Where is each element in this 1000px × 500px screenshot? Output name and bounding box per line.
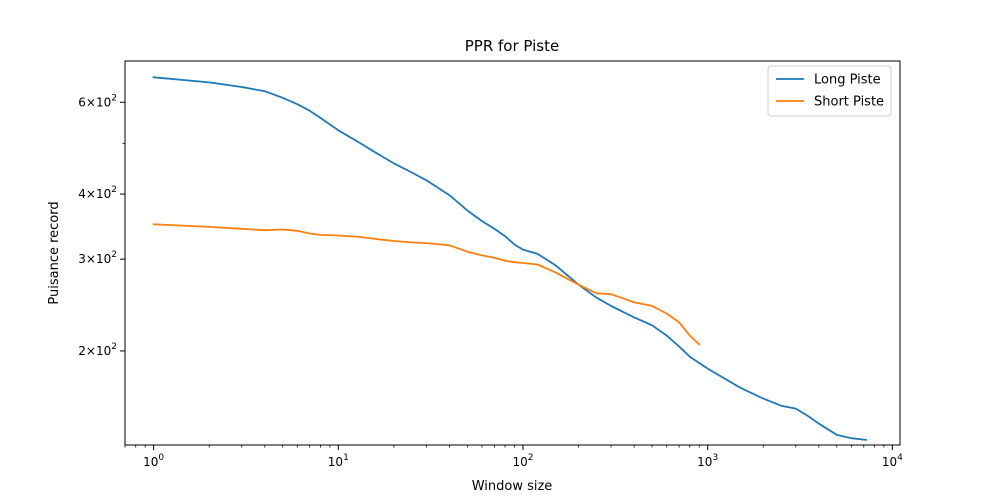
series-layer bbox=[152, 76, 867, 441]
y-tick-label: 2×102 bbox=[78, 342, 117, 358]
series-line-0 bbox=[152, 76, 867, 441]
x-axis-label: Window size bbox=[472, 479, 553, 494]
axes-frame bbox=[124, 60, 901, 446]
x-tick-label: 100 bbox=[143, 453, 164, 469]
x-tick-label: 103 bbox=[697, 453, 718, 469]
legend: Long Piste Short Piste bbox=[767, 65, 892, 117]
legend-label-1: Short Piste bbox=[814, 95, 884, 110]
x-axis: 100 101 102 103 104 bbox=[124, 445, 903, 469]
series-line-1 bbox=[152, 223, 701, 346]
y-tick-label: 6×102 bbox=[78, 93, 117, 109]
y-tick-label: 4×102 bbox=[78, 185, 117, 201]
x-tick-label: 104 bbox=[882, 453, 903, 469]
y-axis: 2×102 3×102 4×102 6×102 bbox=[78, 93, 125, 358]
x-tick-label: 101 bbox=[328, 453, 349, 469]
y-axis-label: Puisance record bbox=[47, 201, 62, 304]
chart-title: PPR for Piste bbox=[465, 37, 559, 55]
x-tick-label: 102 bbox=[512, 453, 533, 469]
legend-label-0: Long Piste bbox=[814, 73, 881, 88]
y-tick-label: 3×102 bbox=[78, 250, 117, 266]
